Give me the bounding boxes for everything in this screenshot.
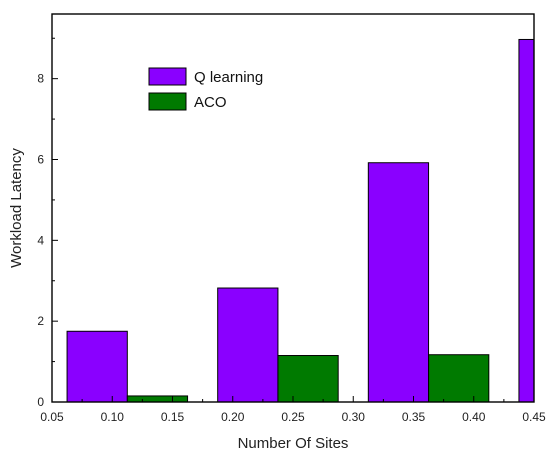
legend-swatch-q-learning [148,67,187,86]
legend-label-aco: ACO [194,94,227,111]
x-axis-label: Number Of Sites [238,435,349,452]
bar-aco-1 [277,355,339,402]
bar-q-learning-2 [367,162,430,402]
x-axis: 0.05 0.10 0.15 0.20 0.25 0.30 0.35 0.40 0.45 [40,396,546,424]
bar-q-learning-3 [518,38,534,402]
bars-layer [66,38,534,402]
x-tick-label: 0.05 [40,410,64,424]
bar-aco-0 [126,395,189,402]
legend: Q learning ACO [148,67,263,111]
x-tick-label: 0.15 [161,410,185,424]
x-tick-label: 0.30 [342,410,366,424]
legend-swatch-aco [148,92,187,111]
y-tick-label: 8 [37,72,44,86]
x-tick-label: 0.45 [522,410,546,424]
x-tick-label: 0.35 [402,410,426,424]
y-tick-label: 2 [37,314,44,328]
bar-q-learning-0 [66,330,128,402]
bar-aco-2 [428,354,490,402]
bar-q-learning-1 [217,287,279,402]
y-tick-label: 6 [37,153,44,167]
x-tick-label: 0.10 [101,410,125,424]
legend-label-q-learning: Q learning [194,69,263,86]
y-axis: 0 2 4 6 8 [37,37,58,409]
y-tick-label: 0 [37,395,44,409]
x-tick-label: 0.25 [281,410,305,424]
y-axis-label: Workload Latency [8,148,25,268]
x-tick-label: 0.20 [221,410,245,424]
y-tick-label: 4 [37,233,44,247]
x-tick-label: 0.40 [462,410,486,424]
